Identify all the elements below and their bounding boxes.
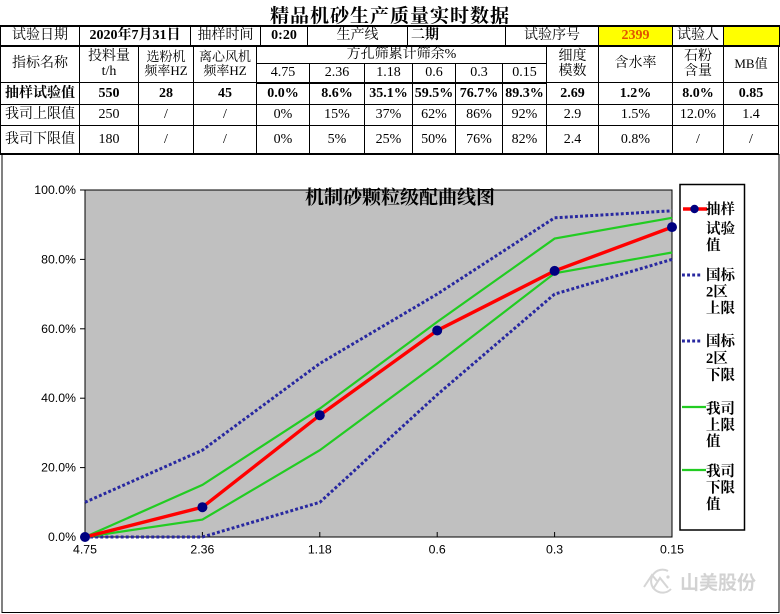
svg-text:值: 值 [706, 495, 721, 513]
svg-text:山美股份: 山美股份 [680, 572, 756, 594]
svg-text:试验: 试验 [706, 221, 735, 238]
svg-text:2区: 2区 [706, 350, 728, 367]
svg-text:20.0%: 20.0% [41, 461, 76, 475]
svg-text:国标: 国标 [706, 332, 736, 350]
svg-text:0.6: 0.6 [429, 543, 446, 557]
svg-text:80.0%: 80.0% [41, 252, 76, 266]
svg-text:2区: 2区 [706, 284, 728, 301]
svg-text:4.75: 4.75 [73, 543, 97, 557]
svg-text:下限: 下限 [706, 480, 735, 497]
svg-text:国标: 国标 [706, 266, 736, 284]
svg-text:机制砂颗粒级配曲线图: 机制砂颗粒级配曲线图 [305, 187, 495, 209]
svg-text:上限: 上限 [706, 300, 735, 317]
svg-text:0.3: 0.3 [546, 543, 563, 557]
svg-text:100.0%: 100.0% [34, 183, 76, 197]
svg-text:抽样: 抽样 [706, 200, 735, 218]
svg-text:2.36: 2.36 [190, 543, 214, 557]
svg-text:0.15: 0.15 [660, 543, 684, 557]
svg-text:下限: 下限 [706, 367, 735, 384]
svg-text:值: 值 [706, 432, 721, 450]
svg-text:40.0%: 40.0% [41, 391, 76, 405]
svg-text:我司: 我司 [706, 401, 735, 418]
svg-text:上限: 上限 [706, 417, 735, 434]
svg-text:0.0%: 0.0% [48, 530, 76, 544]
svg-text:我司: 我司 [706, 463, 735, 480]
svg-text:1.18: 1.18 [308, 543, 332, 557]
svg-text:60.0%: 60.0% [41, 322, 76, 336]
svg-text:值: 值 [706, 236, 721, 254]
